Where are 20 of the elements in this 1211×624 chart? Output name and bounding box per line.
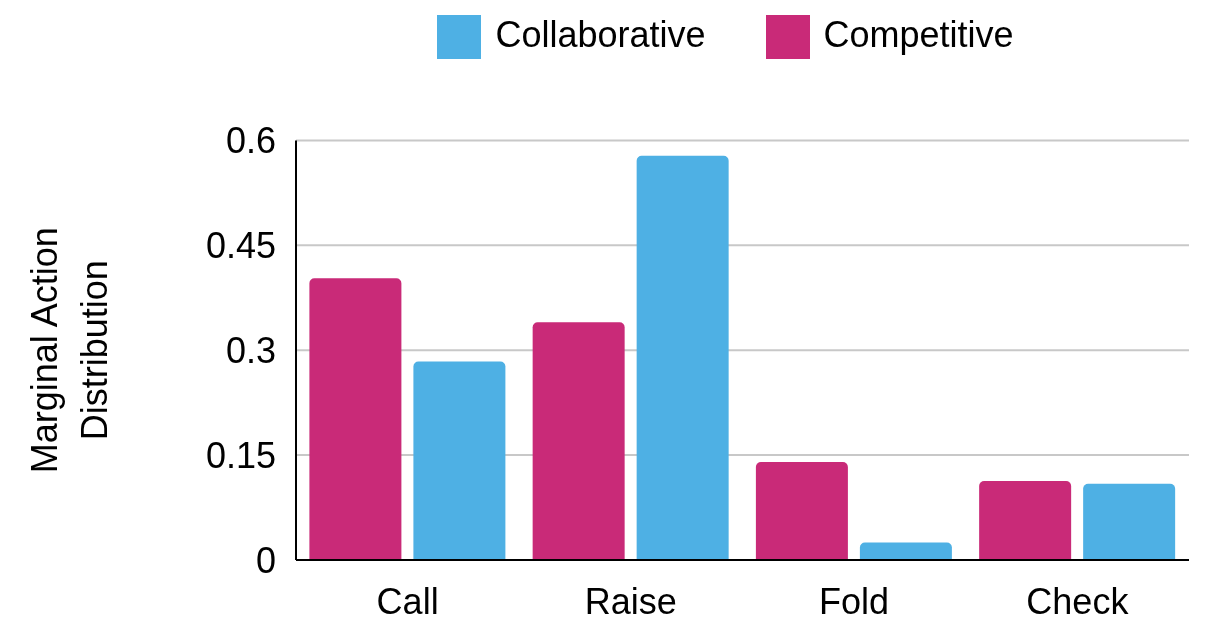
bar [859, 542, 952, 560]
legend-label: Competitive [823, 14, 1014, 55]
x-tick-label: Raise [584, 580, 677, 622]
y-axis-title: Marginal Action Distribution [24, 227, 115, 474]
y-tick-label: 0.6 [225, 120, 276, 162]
y-tick-label: 0.15 [205, 434, 276, 476]
x-tick-label: Call [376, 580, 439, 622]
y-tick-label: 0 [255, 539, 276, 581]
bar [413, 361, 506, 560]
legend-label: Collaborative [495, 14, 706, 55]
x-tick-label: Fold [819, 580, 890, 622]
bar [636, 155, 729, 560]
x-tick-label: Check [1026, 580, 1130, 622]
bar [755, 462, 848, 560]
bar [309, 278, 402, 560]
y-tick-label: 0.45 [205, 225, 276, 267]
bar [1083, 483, 1176, 560]
bar [532, 322, 625, 560]
y-tick-label: 0.3 [225, 330, 276, 372]
bar [979, 480, 1072, 560]
